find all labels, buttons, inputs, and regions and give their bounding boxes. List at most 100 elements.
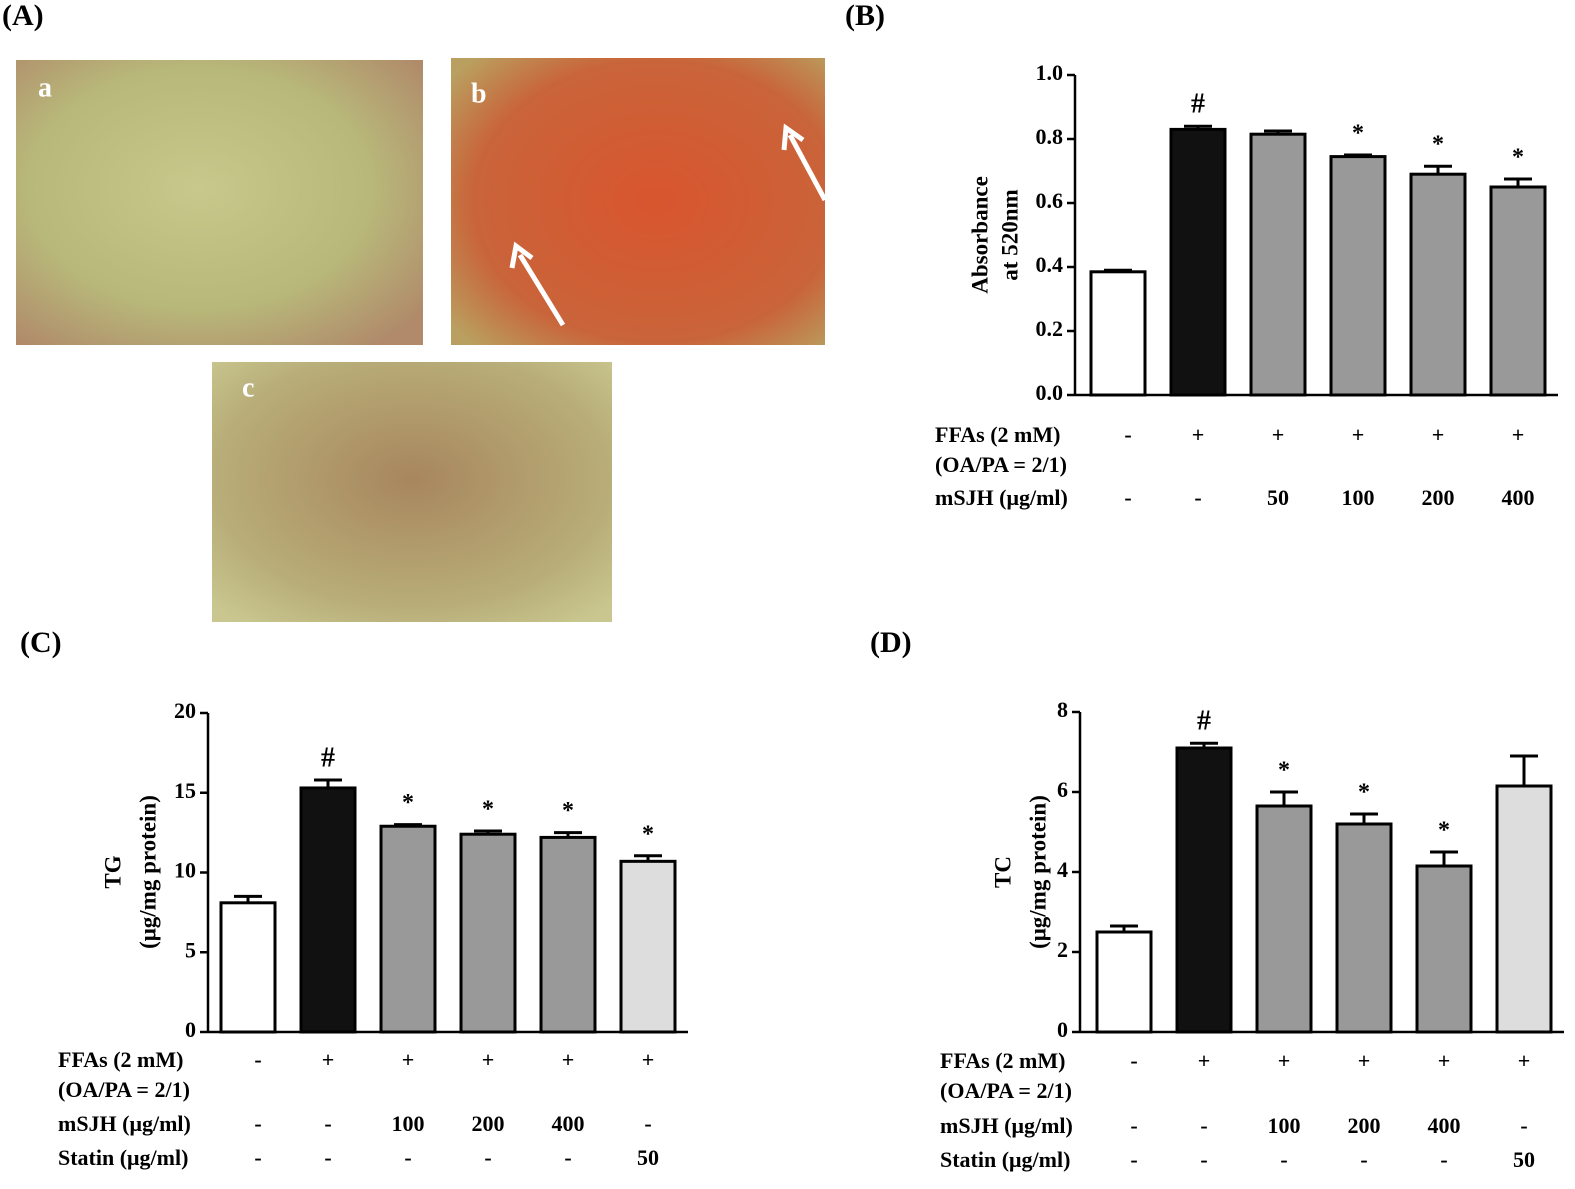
bar (1329, 155, 1387, 397)
condition-cell: - (324, 1111, 331, 1136)
bar (1169, 127, 1227, 397)
y-axis-label: at 520nm (997, 189, 1022, 280)
condition-cell: - (1124, 422, 1131, 447)
panel-label: (B) (845, 0, 885, 32)
significance-mark: * (482, 797, 494, 823)
condition-cell: + (1432, 422, 1445, 447)
condition-cell: - (254, 1047, 261, 1072)
y-tick-label: 0.0 (1036, 380, 1064, 405)
condition-cell: - (644, 1111, 651, 1136)
y-tick-label: 4 (1057, 857, 1068, 882)
bar (299, 786, 357, 1034)
significance-mark: * (562, 798, 574, 824)
bar (1255, 804, 1313, 1034)
bar (219, 901, 277, 1034)
condition-cell: + (1192, 422, 1205, 447)
bar (619, 859, 677, 1034)
condition-cell: + (1438, 1048, 1451, 1073)
significance-mark: * (1438, 818, 1450, 844)
bar (1249, 132, 1307, 397)
significance-mark: * (402, 790, 414, 816)
significance-mark: # (1197, 706, 1211, 737)
condition-cell: + (562, 1047, 575, 1072)
condition-cell: - (254, 1145, 261, 1170)
y-axis-label: (μg/mg protein) (135, 795, 160, 949)
condition-cell: + (1358, 1048, 1371, 1073)
y-axis-label: TG (100, 855, 125, 888)
condition-cell: 100 (1268, 1113, 1301, 1138)
significance-mark: # (321, 742, 335, 773)
condition-cell: + (1272, 422, 1285, 447)
condition-label: Statin (μg/ml) (58, 1145, 188, 1170)
condition-cell: - (1200, 1147, 1207, 1172)
condition-cell: 100 (392, 1111, 425, 1136)
y-tick-label: 0.2 (1036, 316, 1064, 341)
condition-cell: - (404, 1145, 411, 1170)
y-tick-label: 10 (174, 858, 196, 883)
condition-cell: - (1130, 1147, 1137, 1172)
y-tick-label: 2 (1057, 937, 1068, 962)
y-tick-label: 20 (174, 698, 196, 723)
y-tick-label: 15 (174, 778, 196, 803)
condition-cell: 400 (1428, 1113, 1461, 1138)
condition-label: FFAs (2 mM) (58, 1047, 183, 1072)
condition-cell: 50 (1513, 1147, 1535, 1172)
condition-sublabel: (OA/PA = 2/1) (58, 1077, 190, 1102)
significance-mark: * (642, 821, 654, 847)
condition-cell: 200 (1348, 1113, 1381, 1138)
condition-cell: + (1512, 422, 1525, 447)
y-axis-label: Absorbance (967, 176, 992, 294)
condition-cell: - (1440, 1147, 1447, 1172)
condition-cell: - (1360, 1147, 1367, 1172)
bar (1335, 822, 1393, 1034)
condition-cell: 200 (1422, 485, 1455, 510)
condition-cell: + (1352, 422, 1365, 447)
condition-cell: 50 (637, 1145, 659, 1170)
panel-label: (C) (20, 626, 62, 659)
condition-cell: + (322, 1047, 335, 1072)
condition-sublabel: (OA/PA = 2/1) (940, 1078, 1072, 1103)
y-axis-label: TC (990, 856, 1015, 888)
significance-mark: # (1191, 89, 1205, 120)
condition-cell: + (1518, 1048, 1531, 1073)
y-tick-label: 6 (1057, 777, 1068, 802)
condition-cell: + (642, 1047, 655, 1072)
condition-cell: - (1130, 1113, 1137, 1138)
condition-cell: - (564, 1145, 571, 1170)
condition-cell: 100 (1342, 485, 1375, 510)
bar (459, 832, 517, 1034)
condition-label: FFAs (2 mM) (935, 422, 1060, 447)
condition-cell: - (1520, 1113, 1527, 1138)
y-tick-label: 0.8 (1036, 124, 1064, 149)
condition-cell: 400 (1502, 485, 1535, 510)
condition-cell: - (1194, 485, 1201, 510)
micrograph-a (16, 60, 423, 345)
panel-label: (A) (2, 0, 44, 32)
y-tick-label: 0.4 (1036, 252, 1064, 277)
bar (539, 835, 597, 1034)
bar (1415, 864, 1473, 1034)
micrograph-c (212, 362, 612, 622)
micrograph-b (451, 58, 825, 345)
condition-cell: - (1124, 485, 1131, 510)
significance-mark: * (1512, 145, 1524, 171)
significance-mark: * (1278, 758, 1290, 784)
y-tick-label: 1.0 (1036, 60, 1064, 85)
condition-cell: + (482, 1047, 495, 1072)
y-tick-label: 5 (185, 937, 196, 962)
condition-label: mSJH (μg/ml) (58, 1111, 191, 1136)
significance-mark: * (1358, 780, 1370, 806)
bar (1089, 270, 1147, 397)
condition-cell: 50 (1267, 485, 1289, 510)
y-tick-label: 8 (1057, 697, 1068, 722)
bar (379, 824, 437, 1034)
condition-cell: + (1278, 1048, 1291, 1073)
significance-mark: * (1432, 132, 1444, 158)
condition-label: mSJH (μg/ml) (935, 485, 1068, 510)
y-tick-label: 0 (185, 1017, 196, 1042)
y-axis-label: (μg/mg protein) (1025, 795, 1050, 949)
condition-cell: - (484, 1145, 491, 1170)
condition-cell: 200 (472, 1111, 505, 1136)
bar (1409, 172, 1467, 397)
condition-cell: - (1280, 1147, 1287, 1172)
